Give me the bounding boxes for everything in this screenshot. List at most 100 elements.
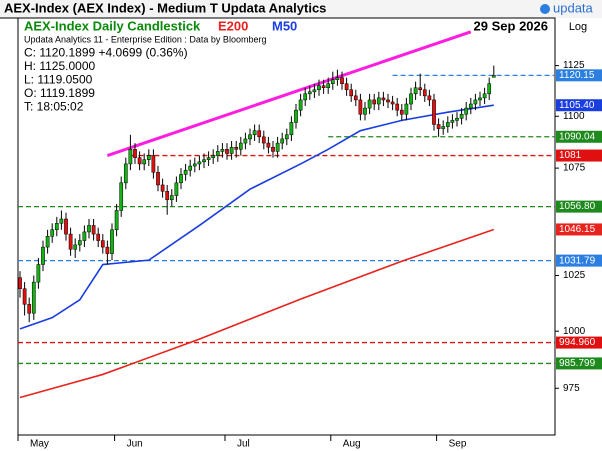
candle-body: [358, 99, 363, 115]
y-tick-label: 1125: [563, 60, 585, 71]
candle-body: [174, 182, 179, 196]
level-label: 1046.15: [559, 224, 596, 235]
x-tick-label: May: [30, 439, 49, 450]
level-label: 985.799: [559, 358, 596, 369]
candle-body: [105, 246, 110, 254]
candle-body: [399, 109, 404, 115]
candle-body: [372, 99, 377, 105]
candle-body: [73, 244, 78, 250]
level-tag: [556, 200, 602, 213]
candle-body: [238, 142, 243, 150]
trend-line: [106, 30, 472, 157]
plot-frame: [17, 17, 556, 436]
candle-body: [202, 159, 206, 163]
candle-body: [100, 240, 105, 248]
candle-body: [96, 233, 101, 241]
candle-body: [87, 225, 91, 233]
candle-body: [381, 97, 386, 101]
level-label: 1090.04: [559, 131, 596, 142]
y-tick-label: 1075: [563, 163, 586, 174]
level-label: 1120.15: [559, 70, 595, 81]
level-tag: [556, 99, 602, 112]
title-bar: [0, 0, 602, 18]
candle-body: [146, 155, 151, 160]
candle-body: [165, 191, 170, 201]
candle-body: [482, 93, 487, 99]
candle-body: [206, 157, 211, 160]
chart-date: 29 Sep 2026: [474, 18, 548, 33]
candle-body: [473, 99, 478, 105]
info-line: O: 1119.1899: [24, 86, 95, 100]
candle-body: [340, 77, 344, 84]
candle-body: [487, 83, 492, 95]
candle-body: [326, 83, 331, 89]
candle-body: [197, 161, 202, 165]
candle-body: [41, 246, 45, 265]
candle-body: [349, 89, 354, 97]
info-line: L: 1119.0500: [24, 73, 93, 87]
candle-body: [289, 122, 294, 136]
candle-body: [18, 277, 22, 289]
candle-body: [59, 218, 64, 224]
candle-body: [468, 103, 473, 109]
candle-body: [179, 174, 183, 184]
candle-body: [266, 142, 271, 148]
candle-body: [450, 120, 455, 123]
candle-body: [317, 85, 321, 91]
candle-body: [160, 184, 165, 192]
info-line: C: 1120.1899 +4.0699 (0.36%): [24, 46, 188, 60]
legend-entry: M50: [272, 18, 297, 33]
level-tag: [556, 69, 602, 82]
candle-body: [298, 99, 303, 111]
level-tag: [556, 149, 602, 162]
info-line: H: 1125.0000: [24, 59, 95, 73]
candle-body: [257, 130, 262, 138]
indicator-line: [19, 228, 495, 399]
y-tick-label: 975: [563, 383, 580, 394]
candle-body: [261, 136, 266, 144]
window-title: AEX-Index (AEX Index) - Medium T Updata …: [4, 0, 326, 15]
chart-title: AEX-Index Daily Candlestick: [24, 18, 201, 33]
level-tag: [556, 223, 602, 236]
candle-body: [169, 195, 174, 201]
brand: updata: [553, 0, 594, 15]
y-tick-label: 1000: [563, 326, 586, 337]
candle-body: [22, 288, 27, 305]
candle-body: [234, 146, 239, 150]
candle-body: [27, 304, 32, 314]
candle-body: [413, 87, 418, 95]
candle-body: [427, 95, 432, 101]
level-tag: [556, 336, 602, 349]
candle-body: [36, 264, 41, 283]
candle-body: [312, 89, 317, 93]
candle-body: [478, 97, 482, 101]
candle-body: [123, 163, 128, 184]
candle-body: [252, 130, 257, 136]
candle-body: [192, 163, 197, 167]
candle-body: [82, 231, 87, 241]
level-label: 1031.79: [559, 255, 596, 266]
candle-body: [77, 240, 82, 246]
candle-body: [436, 124, 441, 129]
candle-body: [229, 146, 234, 154]
brand-icon: [540, 4, 550, 14]
candle-body: [445, 122, 450, 127]
x-tick-label: Jun: [127, 439, 143, 450]
candle-body: [390, 101, 395, 105]
candle-body: [119, 182, 124, 211]
candle-body: [128, 149, 133, 165]
candle-body: [330, 79, 335, 84]
y-tick-label: 1025: [563, 270, 586, 281]
candle-body: [321, 85, 326, 89]
candle-body: [243, 138, 248, 144]
candle-body: [220, 149, 225, 152]
candle-body: [133, 149, 137, 158]
scale-label: Log: [569, 21, 587, 33]
candle-body: [275, 142, 280, 152]
legend-entry: E200: [218, 18, 248, 33]
candle-body: [432, 99, 436, 125]
candle-body: [31, 281, 36, 314]
candle-body: [225, 149, 229, 154]
candle-body: [215, 151, 220, 156]
